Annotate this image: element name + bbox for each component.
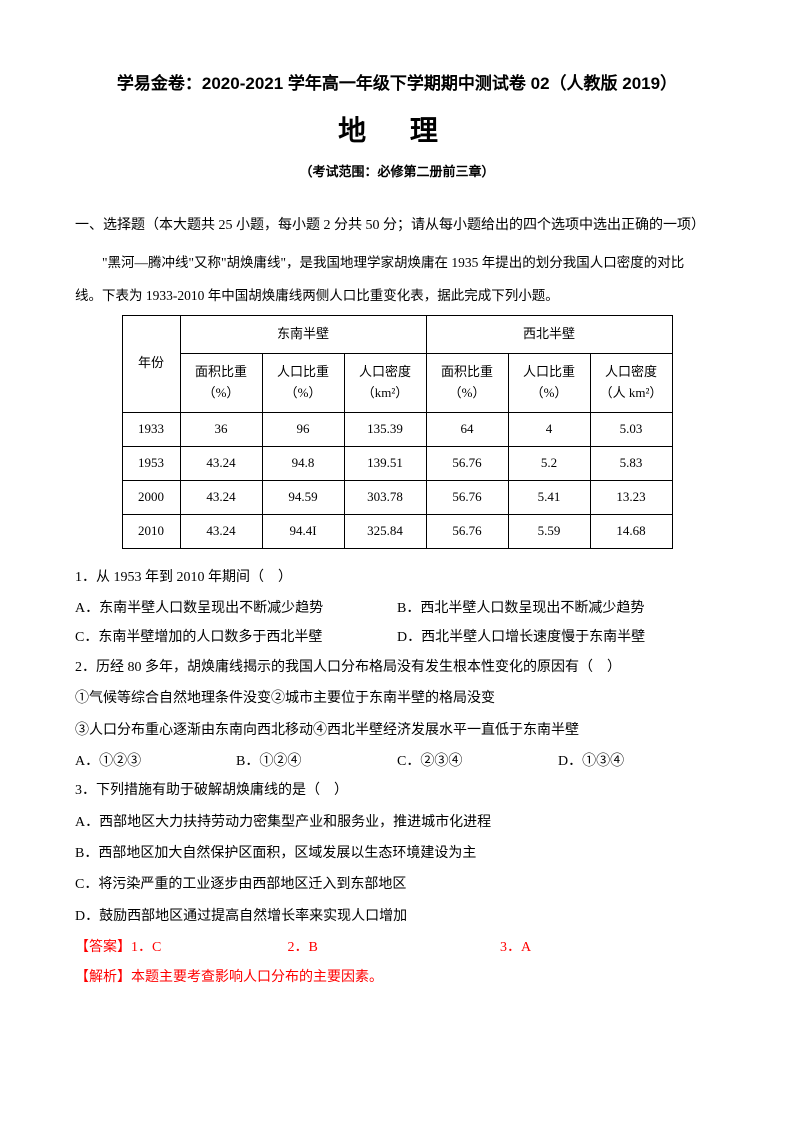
- sub-pop-2: 人口比重（%）: [508, 353, 590, 412]
- question-2-line1: ①气候等综合自然地理条件没变②城市主要位于东南半壁的格局没变: [75, 684, 719, 713]
- section-header: 一、选择题（本大题共 25 小题，每小题 2 分共 50 分；请从每小题给出的四…: [75, 215, 719, 237]
- data-table: 年份 东南半壁 西北半壁 面积比重（%） 人口比重（%） 人口密度（km²） 面…: [122, 315, 673, 548]
- passage-line-1: "黑河—腾冲线"又称"胡焕庸线"，是我国地理学家胡焕庸在 1935 年提出的划分…: [75, 249, 719, 276]
- analysis-line: 【解析】本题主要考查影响人口分布的主要因素。: [75, 963, 719, 992]
- question-3-optb: B．西部地区加大自然保护区面积，区域发展以生态环境建设为主: [75, 839, 719, 868]
- question-3-optd: D．鼓励西部地区通过提高自然增长率来实现人口增加: [75, 902, 719, 931]
- sub-density-1: 人口密度（km²）: [344, 353, 426, 412]
- question-3-text: 3．下列措施有助于破解胡焕庸线的是（ ）: [75, 776, 719, 805]
- sub-area-1: 面积比重（%）: [180, 353, 262, 412]
- sub-pop-1: 人口比重（%）: [262, 353, 344, 412]
- table-row: 19333696135.396445.03: [122, 412, 672, 446]
- sub-area-2: 面积比重（%）: [426, 353, 508, 412]
- question-2-options: A．①②③ B．①②④ C．②③④ D．①③④: [75, 747, 719, 776]
- header-year: 年份: [122, 316, 180, 412]
- passage-line-2: 线。下表为 1933-2010 年中国胡焕庸线两侧人口比重变化表，据此完成下列小…: [75, 282, 719, 309]
- scope-title: （考试范围：必修第二册前三章）: [75, 162, 719, 183]
- question-1-options-ab: A．东南半壁人口数呈现出不断减少趋势 B．西北半壁人口数呈现出不断减少趋势: [75, 594, 719, 623]
- table-row: 195343.2494.8139.5156.765.25.83: [122, 446, 672, 480]
- question-2-text: 2．历经 80 多年，胡焕庸线揭示的我国人口分布格局没有发生根本性变化的原因有（…: [75, 653, 719, 682]
- header-region-2: 西北半壁: [426, 316, 672, 354]
- header-region-1: 东南半壁: [180, 316, 426, 354]
- question-3-optc: C．将污染严重的工业逐步由西部地区迁入到东部地区: [75, 870, 719, 899]
- question-1-text: 1．从 1953 年到 2010 年期间（ ）: [75, 563, 719, 592]
- question-1-options-cd: C．东南半壁增加的人口数多于西北半壁 D．西北半壁人口增长速度慢于东南半壁: [75, 623, 719, 652]
- subject-title: 地 理: [75, 109, 719, 154]
- sub-density-2: 人口密度（人 km²）: [590, 353, 672, 412]
- question-3-opta: A．西部地区大力扶持劳动力密集型产业和服务业，推进城市化进程: [75, 808, 719, 837]
- table-row: 200043.2494.59303.7856.765.4113.23: [122, 480, 672, 514]
- main-title: 学易金卷：2020-2021 学年高一年级下学期期中测试卷 02（人教版 201…: [75, 70, 719, 97]
- question-2-line2: ③人口分布重心逐渐由东南向西北移动④西北半壁经济发展水平一直低于东南半壁: [75, 716, 719, 745]
- table-row: 201043.2494.4I325.8456.765.5914.68: [122, 514, 672, 548]
- answer-line: 【答案】1．C 2．B 3．A: [75, 933, 719, 962]
